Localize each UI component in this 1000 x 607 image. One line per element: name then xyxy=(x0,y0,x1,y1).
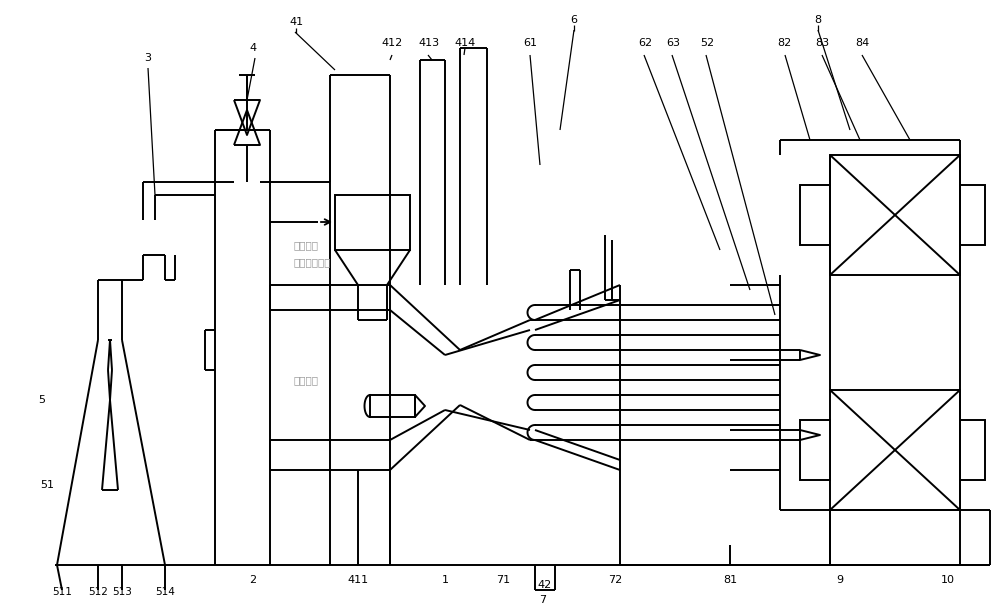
Text: 512: 512 xyxy=(88,587,108,597)
Text: 1: 1 xyxy=(442,575,448,585)
Bar xyxy=(800,185,830,245)
Text: 514: 514 xyxy=(155,587,175,597)
Text: 72: 72 xyxy=(608,575,622,585)
Text: 51: 51 xyxy=(40,480,54,490)
Text: 61: 61 xyxy=(523,38,537,48)
Text: 5: 5 xyxy=(38,395,46,405)
Text: 和空气混合物: 和空气混合物 xyxy=(293,257,330,267)
Bar xyxy=(960,420,985,480)
Text: 71: 71 xyxy=(496,575,510,585)
Text: 3: 3 xyxy=(144,53,152,63)
Text: 4: 4 xyxy=(249,43,257,53)
Text: 2: 2 xyxy=(249,575,257,585)
Text: 63: 63 xyxy=(666,38,680,48)
Text: 412: 412 xyxy=(381,38,403,48)
Text: 41: 41 xyxy=(289,17,303,27)
Bar xyxy=(830,155,960,275)
Text: 414: 414 xyxy=(454,38,476,48)
Text: 8: 8 xyxy=(814,15,822,25)
Text: 513: 513 xyxy=(112,587,132,597)
Text: 6: 6 xyxy=(570,15,578,25)
Text: 10: 10 xyxy=(941,575,955,585)
Text: 7: 7 xyxy=(539,595,547,605)
Bar xyxy=(960,185,985,245)
Text: 511: 511 xyxy=(52,587,72,597)
Text: 411: 411 xyxy=(347,575,369,585)
Text: 9: 9 xyxy=(836,575,844,585)
Text: 固废粉末: 固废粉末 xyxy=(293,240,318,250)
Text: 413: 413 xyxy=(418,38,440,48)
Text: 62: 62 xyxy=(638,38,652,48)
Bar xyxy=(800,420,830,480)
Bar xyxy=(335,195,410,250)
Bar xyxy=(830,390,960,510)
Text: 高温空气: 高温空气 xyxy=(293,375,318,385)
Text: 82: 82 xyxy=(777,38,791,48)
Text: 83: 83 xyxy=(815,38,829,48)
Text: 84: 84 xyxy=(855,38,869,48)
Text: 81: 81 xyxy=(723,575,737,585)
Text: 42: 42 xyxy=(538,580,552,590)
Bar xyxy=(370,395,415,417)
Text: 52: 52 xyxy=(700,38,714,48)
